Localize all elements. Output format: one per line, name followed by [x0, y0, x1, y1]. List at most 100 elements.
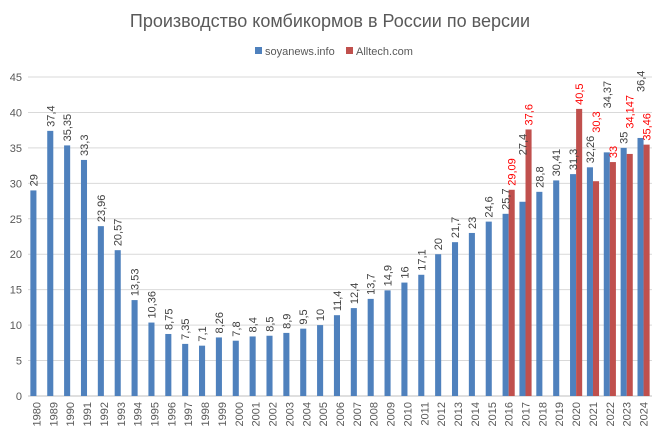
bar-soyanews-info-2021: [586, 167, 593, 396]
legend-label: Alltech.com: [356, 46, 413, 58]
x-tick-label: 2005: [318, 402, 330, 426]
y-tick-label: 20: [10, 249, 22, 261]
x-tick-label: 2021: [588, 402, 600, 426]
data-label: 8,4: [248, 317, 260, 332]
data-label: 17,1: [416, 249, 428, 270]
data-label: 25,7: [501, 188, 513, 209]
x-tick-label: 1999: [217, 402, 229, 426]
data-label: 30,3: [591, 111, 603, 132]
bar-soyanews-info-2003: [283, 332, 290, 396]
bar-soyanews-info-1998: [199, 345, 206, 396]
data-label: 36,4: [636, 71, 648, 92]
bar-soyanews-info-2001: [249, 336, 256, 396]
x-tick-label: 2020: [571, 402, 583, 426]
x-tick-label: 2009: [386, 402, 398, 426]
data-label: 16: [399, 266, 411, 278]
x-tick-label: 2011: [419, 402, 431, 426]
x-tick-label: 2023: [622, 402, 634, 426]
data-label: 34,37: [602, 81, 614, 109]
bar-Alltech-com-2022: [609, 162, 616, 396]
bar-soyanews-info-1994: [131, 300, 138, 396]
x-tick-label: 2012: [436, 402, 448, 426]
data-label: 14,9: [383, 265, 395, 286]
x-tick-label: 2002: [268, 402, 280, 426]
data-label: 20: [433, 238, 445, 250]
bar-soyanews-info-2015: [485, 221, 492, 396]
legend-swatch: [255, 47, 262, 54]
bar-Alltech-com-2023: [626, 153, 633, 396]
bar-soyanews-info-2012: [435, 254, 442, 396]
data-label: 27,4: [517, 134, 529, 155]
bar-soyanews-info-1993: [114, 250, 121, 396]
data-label: 33,3: [79, 135, 91, 156]
data-label: 28,8: [534, 166, 546, 187]
bar-soyanews-info-2006: [333, 315, 340, 396]
data-label: 34,147: [625, 95, 637, 129]
x-tick-label: 2018: [537, 402, 549, 426]
bar-soyanews-info-2007: [350, 308, 357, 396]
y-tick-label: 40: [10, 107, 22, 119]
bar-soyanews-info-2013: [451, 242, 459, 396]
x-tick-label: 2007: [352, 402, 364, 426]
x-tick-label: 1995: [149, 402, 161, 426]
data-label: 33: [608, 146, 620, 158]
data-label: 13,53: [130, 269, 142, 297]
data-labels: 29 37,4 35,35 33,3 23,96 20,57 13,53 10,36 8,75 7…: [28, 71, 653, 342]
bar-soyanews-info-1992: [97, 226, 104, 396]
bar-soyanews-info-1996: [165, 333, 172, 396]
x-tick-label: 1996: [166, 402, 178, 426]
legend: soyanews.info Alltech.com: [255, 46, 413, 58]
x-tick-label: 2008: [369, 402, 381, 426]
bar-soyanews-info-2020: [570, 174, 577, 396]
bar-soyanews-info-2019: [553, 180, 560, 396]
x-tick-label: 2004: [301, 402, 313, 426]
x-tick-label: 2010: [402, 402, 414, 426]
data-label: 11,4: [332, 291, 344, 312]
x-tick-label: 2015: [487, 402, 499, 426]
data-label: 7,35: [180, 318, 192, 339]
data-label: 8,26: [214, 312, 226, 333]
chart-title: Производство комбикормов в России по вер…: [130, 11, 530, 31]
bar-soyanews-info-2005: [317, 325, 324, 396]
bar-soyanews-info-2017: [519, 201, 526, 396]
data-label: 8,5: [265, 316, 277, 331]
data-label: 35,35: [62, 114, 74, 142]
data-label: 35: [619, 132, 631, 144]
x-tick-label: 1994: [133, 402, 145, 426]
bar-soyanews-info-2002: [266, 335, 273, 396]
data-label: 24,6: [484, 196, 496, 217]
data-label: 10,36: [146, 291, 158, 319]
data-label: 31,3: [568, 149, 580, 170]
bar-soyanews-info-2022: [603, 152, 610, 396]
y-tick-label: 10: [10, 320, 22, 332]
data-label: 7,8: [231, 321, 243, 336]
x-tick-label: 1989: [48, 402, 60, 426]
x-tick-label: 1993: [116, 402, 128, 426]
bar-Alltech-com-2016: [508, 189, 515, 396]
bar-soyanews-info-2016: [502, 213, 509, 396]
data-label: 35,46: [642, 113, 654, 141]
bar-soyanews-info-1990: [64, 145, 71, 396]
x-tick-label: 2024: [639, 402, 651, 426]
bar-soyanews-info-1999: [215, 337, 222, 396]
data-label: 37,6: [524, 104, 536, 125]
y-tick-label: 15: [10, 285, 22, 297]
x-tick-label: 2006: [335, 402, 347, 426]
bar-soyanews-info-2000: [232, 340, 239, 396]
y-tick-label: 0: [16, 391, 22, 403]
bar-Alltech-com-2024: [643, 144, 650, 396]
bar-Alltech-com-2017: [525, 129, 532, 397]
legend-swatch: [346, 47, 353, 54]
bar-soyanews-info-2024: [637, 137, 644, 396]
data-label: 12,4: [349, 283, 361, 304]
bar-soyanews-info-1991: [80, 159, 88, 396]
data-label: 29,09: [507, 158, 519, 186]
data-label: 9,5: [298, 309, 310, 324]
data-label: 8,9: [281, 314, 293, 329]
bar-soyanews-info-1995: [148, 322, 155, 396]
bar-soyanews-info-2008: [367, 298, 374, 396]
x-tick-label: 2014: [470, 402, 482, 426]
y-tick-label: 25: [10, 214, 22, 226]
bar-soyanews-info-2014: [468, 232, 475, 396]
x-tick-label: 2003: [284, 402, 296, 426]
